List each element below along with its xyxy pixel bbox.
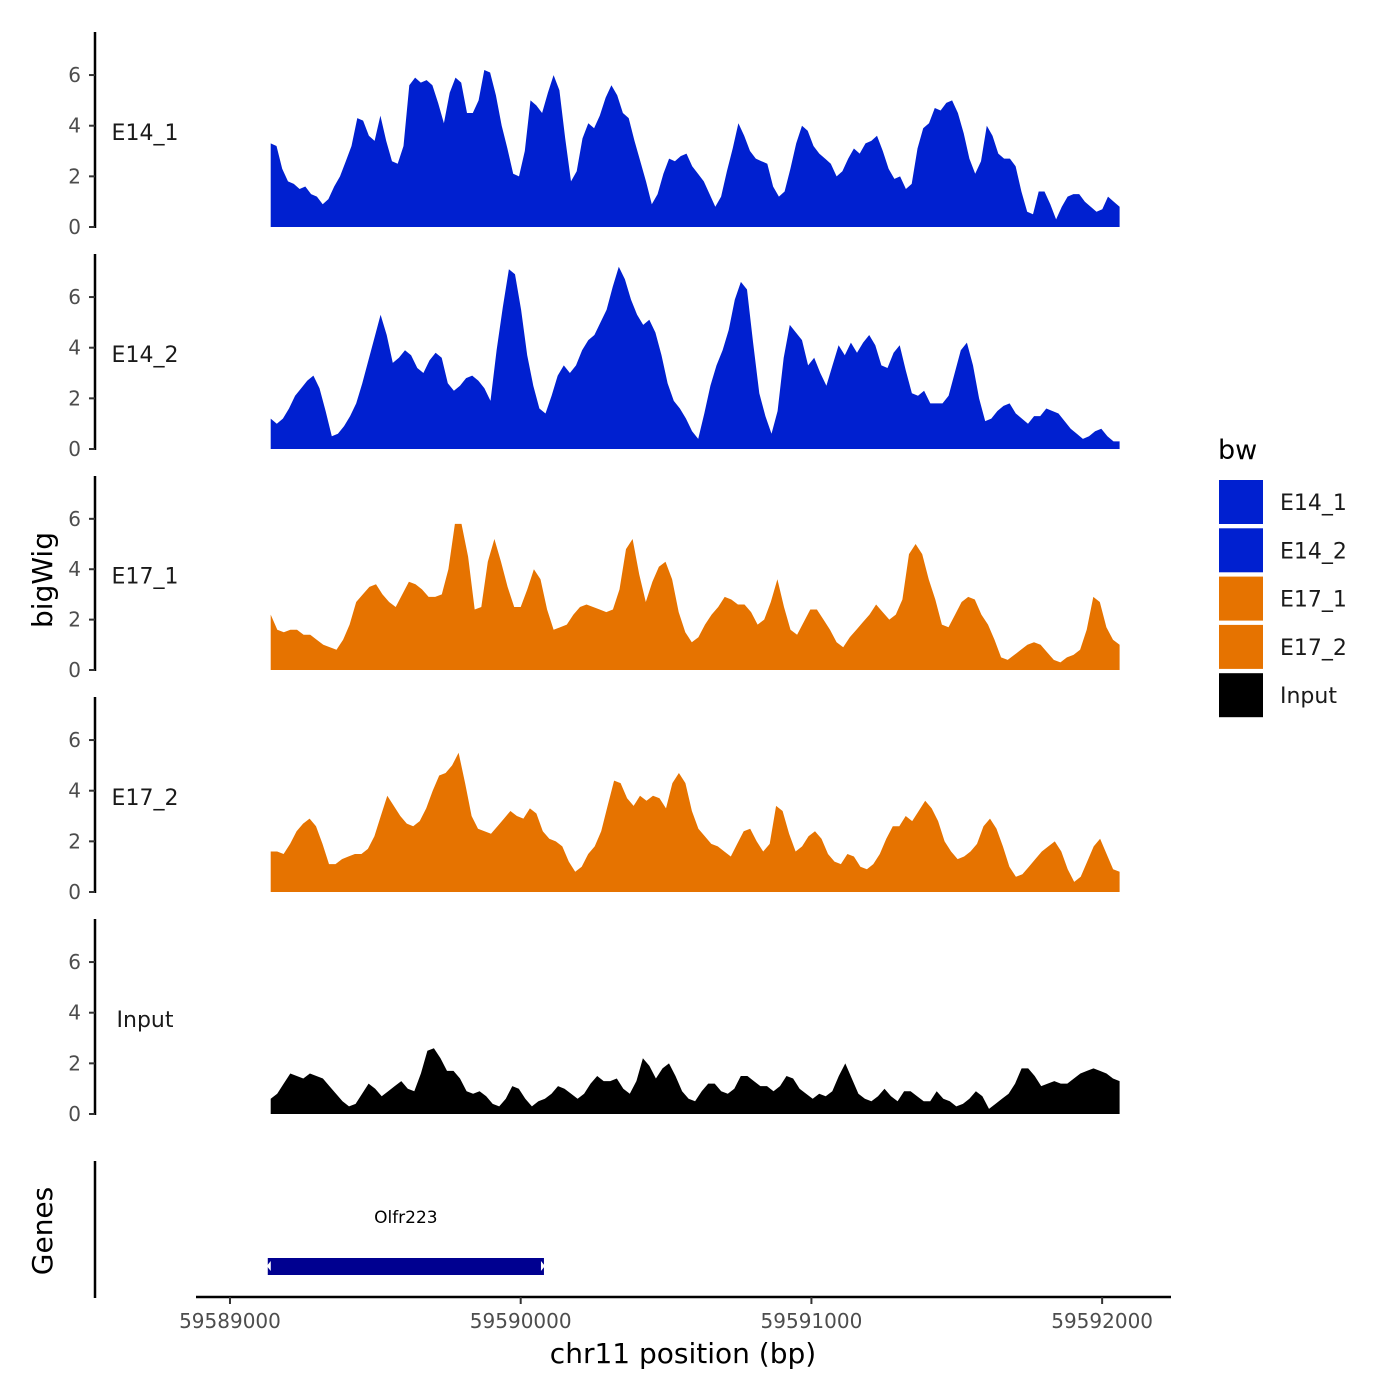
y-tick-label: 4 [68,336,81,360]
y-tick-label: 4 [68,1001,81,1025]
legend-swatch [1219,576,1263,621]
x-tick-label: 59590000 [470,1309,572,1333]
legend-label: E14_1 [1280,491,1347,516]
x-tick-label: 59592000 [1051,1309,1153,1333]
y-tick-label: 2 [68,164,81,188]
track-label: Input [117,1008,174,1033]
y-tick-label: 6 [68,950,81,974]
genes-track: Olfr223 [93,1161,545,1298]
y-axis-title: bigWig [26,532,59,628]
y-tick-label: 6 [68,285,81,309]
y-tick-label: 2 [68,1051,81,1075]
y-tick-label: 2 [68,608,81,632]
legend-label: E17_2 [1280,636,1347,661]
y-tick-label: 4 [68,779,81,803]
track-label: E14_2 [112,343,179,368]
y-tick-label: 0 [68,880,81,904]
y-tick-label: 0 [68,1102,81,1126]
signal-tracks: 0 2 4 6 E14_1 0 2 4 6 E14_2 0 2 4 6 E17_1 0 2 4 6 E17_2 0 2 4 6… [68,32,1120,1126]
gene-body [267,1258,544,1275]
track-label: E17_2 [112,786,179,811]
y-tick-label: 2 [68,829,81,853]
legend-swatch [1219,528,1263,573]
x-axis: 59589000 59590000 59591000 59592000 [179,1295,1171,1333]
y-tick-label: 4 [68,114,81,138]
legend-swatch [1219,624,1263,669]
y-tick-label: 6 [68,507,81,531]
legend-swatch [1219,480,1263,524]
legend-label: E14_2 [1280,539,1347,564]
track-label: E14_1 [112,121,179,146]
track-label: E17_1 [112,564,179,589]
y-tick-label: 0 [68,658,81,682]
legend-label: Input [1280,684,1337,709]
area-e14_1 [270,70,1120,227]
gene-label: Olfr223 [374,1208,438,1228]
y-tick-label: 2 [68,386,81,410]
y-tick-label: 0 [68,437,81,461]
track-e17_1: 0 2 4 6 E17_1 [68,476,1120,682]
track-e17_2: 0 2 4 6 E17_2 [68,697,1120,904]
legend: bw E14_1 E14_2 E17_1 E17_2 Input [1218,435,1347,718]
area-input [270,1048,1120,1114]
area-e17_1 [270,523,1120,670]
x-tick-label: 59589000 [179,1309,281,1333]
legend-swatch [1219,673,1263,718]
legend-label: E17_1 [1280,588,1347,613]
genes-track-title: Genes [26,1187,59,1275]
y-tick-label: 6 [68,63,81,87]
x-axis-title: chr11 position (bp) [550,1337,816,1370]
area-e17_2 [270,752,1120,892]
x-tick-label: 59591000 [761,1309,863,1333]
legend-title: bw [1218,435,1257,466]
track-input: 0 2 4 6 Input [68,919,1120,1126]
y-tick-label: 4 [68,557,81,581]
y-tick-label: 6 [68,728,81,752]
y-tick-label: 0 [68,215,81,239]
area-e14_2 [270,266,1120,449]
track-e14_2: 0 2 4 6 E14_2 [68,254,1120,461]
track-e14_1: 0 2 4 6 E14_1 [68,32,1120,239]
